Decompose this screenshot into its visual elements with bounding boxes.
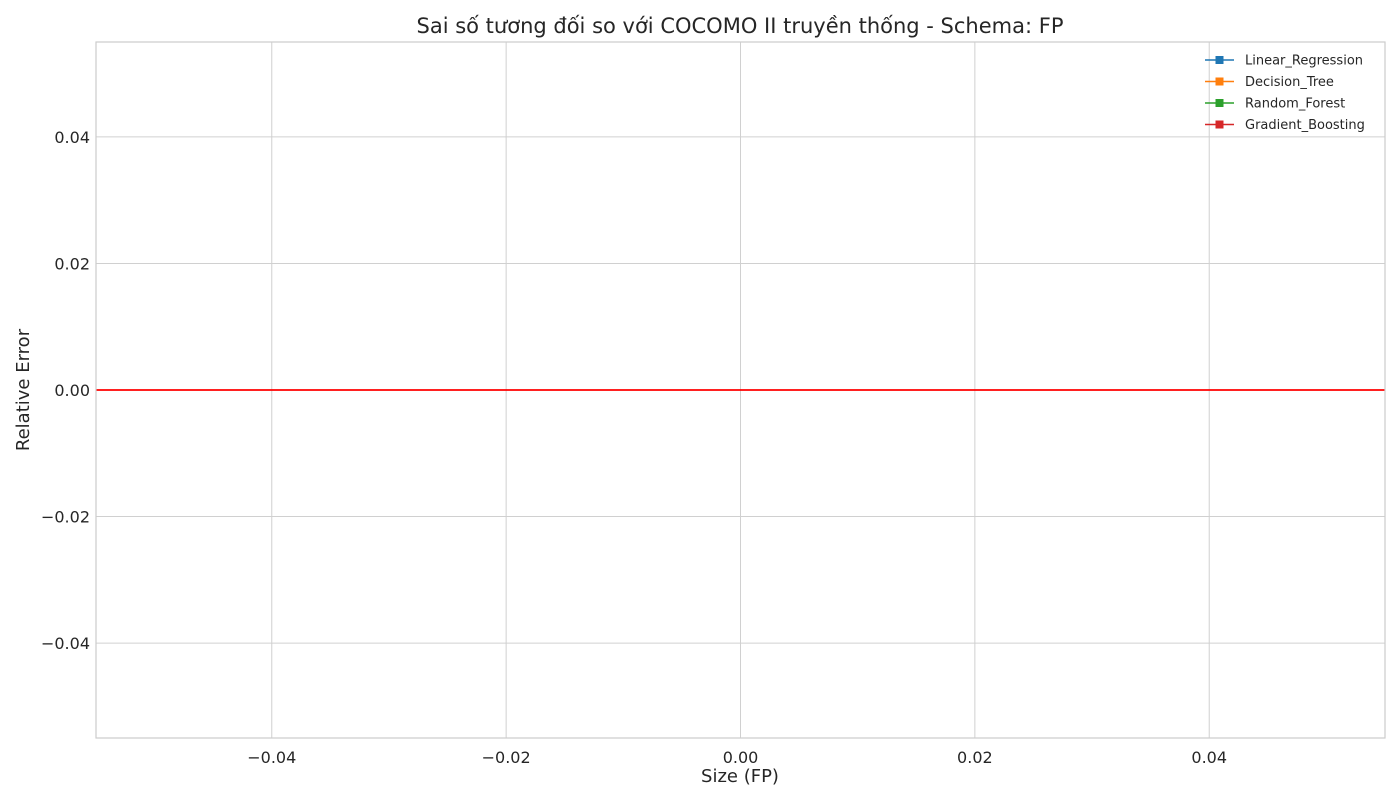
legend-entry: Random_Forest <box>1205 97 1345 112</box>
legend-label: Linear_Regression <box>1245 54 1363 69</box>
x-tick-label: 0.02 <box>957 748 993 767</box>
y-axis-label: Relative Error <box>13 328 34 451</box>
y-tick-labels: −0.04 −0.02 0.00 0.02 0.04 <box>41 128 90 653</box>
y-tick-label: 0.02 <box>54 254 90 273</box>
legend-label: Random_Forest <box>1245 97 1345 112</box>
legend-label: Gradient_Boosting <box>1245 118 1365 133</box>
legend-marker <box>1215 77 1224 86</box>
plot-frame <box>95 41 1386 739</box>
legend-entry: Decision_Tree <box>1205 75 1334 90</box>
chart-title: Sai số tương đối so với COCOMO II truyền… <box>417 14 1064 38</box>
legend-entry: Linear_Regression <box>1205 54 1363 69</box>
legend-entry: Gradient_Boosting <box>1205 118 1365 133</box>
y-tick-label: 0.00 <box>54 381 90 400</box>
x-tick-label: 0.04 <box>1191 748 1227 767</box>
legend-label: Decision_Tree <box>1245 75 1334 90</box>
x-tick-label: −0.04 <box>247 748 296 767</box>
y-tick-label: −0.02 <box>41 508 90 527</box>
x-tick-labels: −0.04 −0.02 0.00 0.02 0.04 <box>247 748 1227 767</box>
x-tick-label: −0.02 <box>482 748 531 767</box>
x-axis-label: Size (FP) <box>701 766 779 787</box>
y-tick-label: −0.04 <box>41 634 90 653</box>
x-tick-label: 0.00 <box>723 748 759 767</box>
legend-marker <box>1215 56 1224 64</box>
legend-marker <box>1215 99 1224 107</box>
legend: Linear_Regression Decision_Tree Random_For… <box>1205 54 1365 133</box>
y-tick-label: 0.04 <box>54 128 90 147</box>
legend-marker <box>1215 120 1224 129</box>
